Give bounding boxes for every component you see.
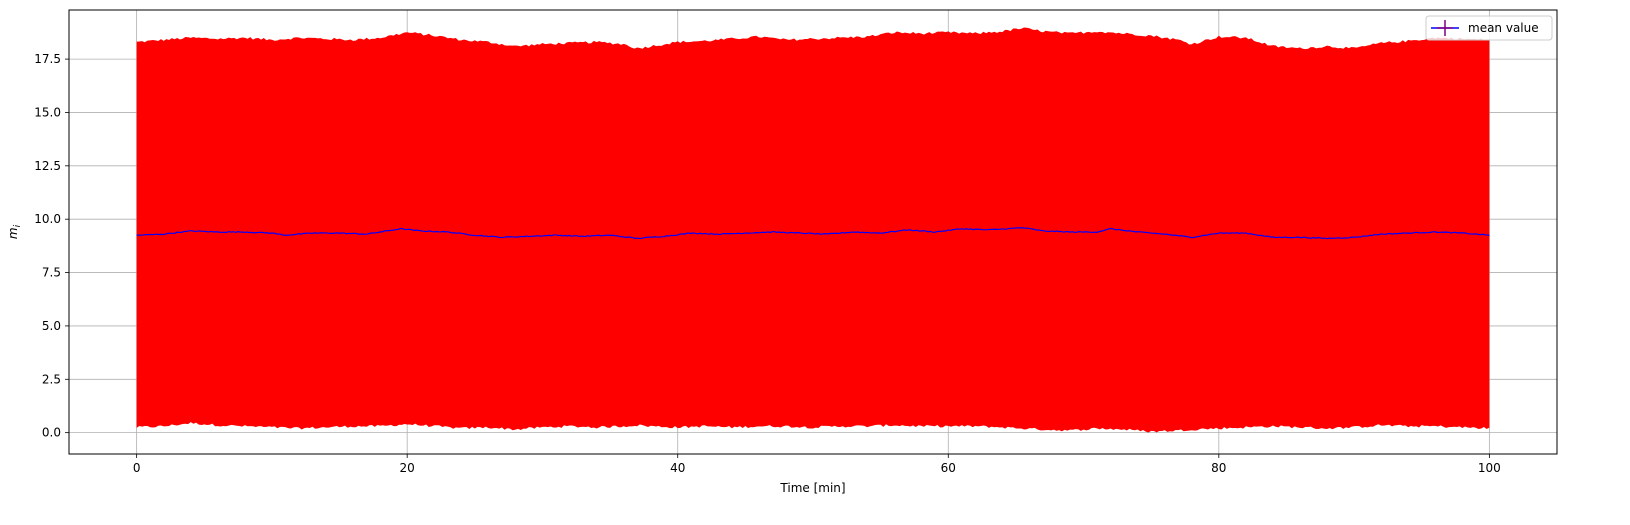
y-axis-label: mi: [6, 224, 23, 239]
x-tick-label: 0: [133, 461, 141, 475]
y-tick-label: 10.0: [34, 212, 61, 226]
y-tick-label: 7.5: [42, 266, 61, 280]
y-tick-label: 0.0: [42, 426, 61, 440]
y-tick-label: 17.5: [34, 52, 61, 66]
x-axis-label: Time [min]: [779, 481, 845, 495]
legend: mean value: [1425, 15, 1553, 41]
mean-value-line: [136, 227, 1490, 240]
plot-data: [136, 27, 1490, 433]
plot-frame: [68, 9, 1558, 455]
y-tick-label: 2.5: [42, 372, 61, 386]
x-tick-label: 20: [400, 461, 415, 475]
y-tick-label: 5.0: [42, 319, 61, 333]
legend-box: [1425, 15, 1553, 41]
x-tick-label: 80: [1211, 461, 1226, 475]
legend-label-mean-value: mean value: [1468, 21, 1539, 35]
axis-ticks: 0 20 40 60 80 100 0.0 2.5 5.0 7.5 10.0 12.5 15.0 17.5: [34, 52, 1501, 475]
x-tick-label: 40: [670, 461, 685, 475]
y-axis-label-subscript: i: [13, 224, 23, 227]
y-tick-label: 12.5: [34, 159, 61, 173]
x-tick-label: 100: [1478, 461, 1501, 475]
x-tick-label: 60: [941, 461, 956, 475]
value-band: [136, 27, 1490, 433]
y-axis-label-main: m: [6, 227, 20, 239]
y-tick-label: 15.0: [34, 105, 61, 119]
